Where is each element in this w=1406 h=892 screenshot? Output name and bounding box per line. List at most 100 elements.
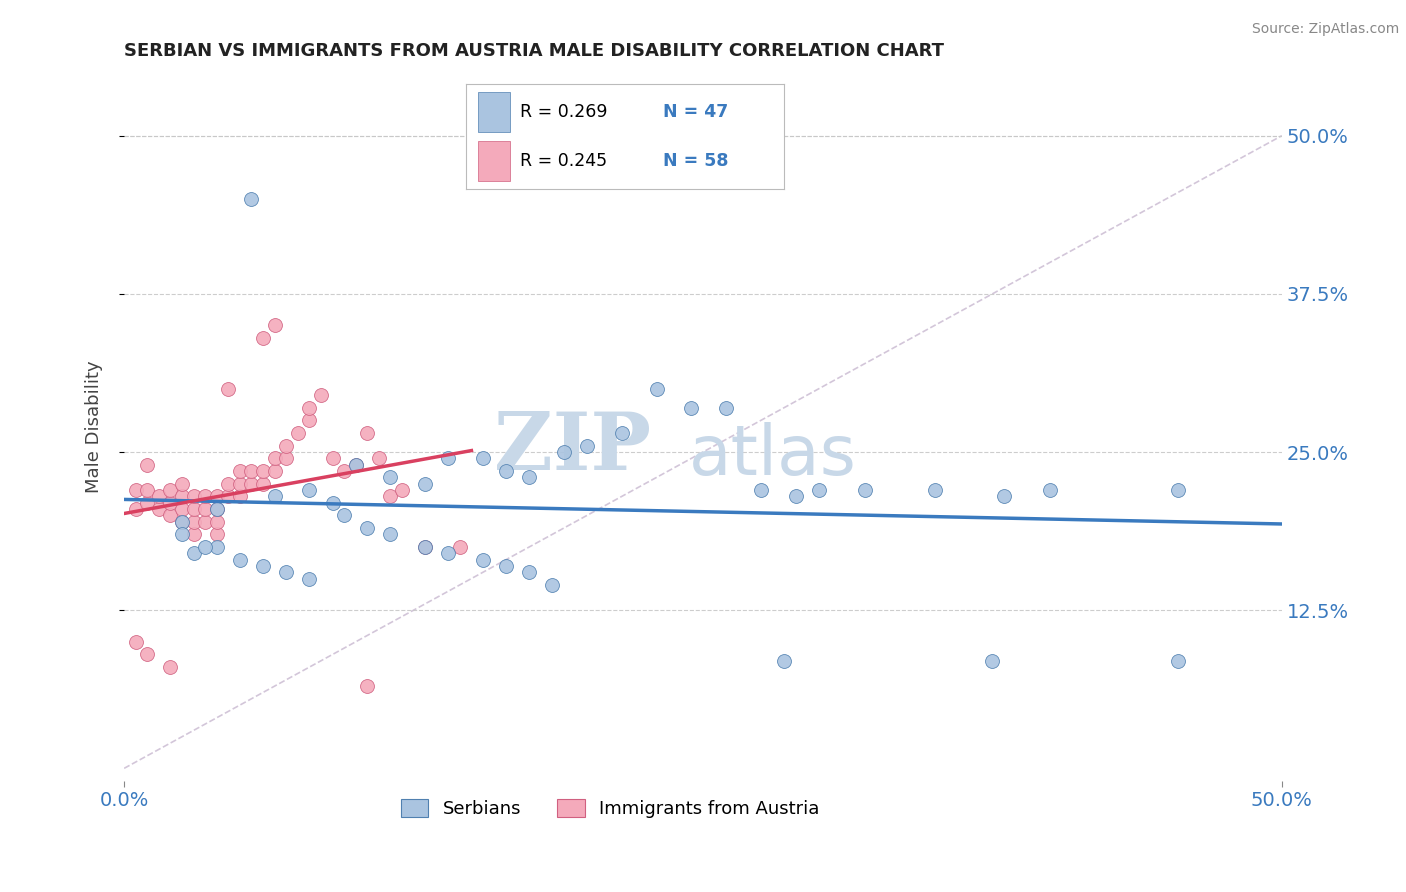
Point — [229, 464, 252, 478]
Point — [472, 552, 495, 566]
Point — [205, 515, 228, 529]
Point — [159, 483, 181, 497]
Point — [159, 508, 181, 523]
Point — [807, 483, 830, 497]
Point — [367, 451, 389, 466]
Point — [517, 566, 540, 580]
Point — [205, 489, 228, 503]
Point — [194, 489, 217, 503]
Point — [322, 451, 344, 466]
Point — [413, 540, 436, 554]
Point — [240, 192, 263, 206]
Point — [136, 495, 159, 509]
Point — [981, 654, 1004, 668]
Point — [1167, 483, 1189, 497]
Point — [773, 654, 796, 668]
Point — [263, 318, 285, 333]
Point — [437, 451, 460, 466]
Point — [380, 489, 402, 503]
Point — [136, 483, 159, 497]
Point — [263, 464, 285, 478]
Point — [252, 464, 274, 478]
Point — [356, 521, 378, 535]
Point — [298, 401, 321, 415]
Point — [391, 483, 413, 497]
Point — [333, 464, 356, 478]
Point — [449, 540, 471, 554]
Point — [309, 388, 332, 402]
Point — [356, 679, 378, 693]
Point — [183, 502, 205, 516]
Point — [413, 476, 436, 491]
Point — [276, 439, 298, 453]
Point — [472, 451, 495, 466]
Text: Source: ZipAtlas.com: Source: ZipAtlas.com — [1251, 22, 1399, 37]
Point — [217, 476, 239, 491]
Point — [993, 489, 1015, 503]
Text: SERBIAN VS IMMIGRANTS FROM AUSTRIA MALE DISABILITY CORRELATION CHART: SERBIAN VS IMMIGRANTS FROM AUSTRIA MALE … — [124, 42, 945, 60]
Point — [205, 527, 228, 541]
Point — [229, 489, 252, 503]
Point — [205, 502, 228, 516]
Text: atlas: atlas — [689, 422, 856, 489]
Point — [136, 648, 159, 662]
Point — [194, 515, 217, 529]
Point — [298, 572, 321, 586]
Point — [541, 578, 564, 592]
Point — [170, 502, 193, 516]
Point — [924, 483, 946, 497]
Text: ZIP: ZIP — [494, 409, 651, 487]
Point — [380, 527, 402, 541]
Point — [170, 527, 193, 541]
Point — [229, 476, 252, 491]
Point — [217, 489, 239, 503]
Point — [344, 458, 367, 472]
Point — [183, 527, 205, 541]
Point — [298, 413, 321, 427]
Point — [148, 502, 170, 516]
Point — [344, 458, 367, 472]
Point — [252, 558, 274, 573]
Point — [714, 401, 737, 415]
Point — [183, 546, 205, 560]
Point — [380, 470, 402, 484]
Point — [194, 540, 217, 554]
Point — [333, 508, 356, 523]
Point — [263, 451, 285, 466]
Point — [125, 502, 148, 516]
Point — [170, 476, 193, 491]
Point — [240, 464, 263, 478]
Point — [298, 483, 321, 497]
Point — [322, 495, 344, 509]
Point — [785, 489, 807, 503]
Point — [240, 476, 263, 491]
Point — [148, 489, 170, 503]
Point — [252, 476, 274, 491]
Point — [495, 558, 517, 573]
Point — [183, 515, 205, 529]
Point — [194, 502, 217, 516]
Point — [125, 483, 148, 497]
Point — [517, 470, 540, 484]
Point — [170, 489, 193, 503]
Point — [252, 331, 274, 345]
Point — [610, 425, 633, 440]
Point — [1167, 654, 1189, 668]
Point — [183, 489, 205, 503]
Point — [136, 458, 159, 472]
Y-axis label: Male Disability: Male Disability — [86, 360, 103, 493]
Point — [645, 382, 668, 396]
Point — [276, 566, 298, 580]
Point — [217, 382, 239, 396]
Point — [287, 425, 309, 440]
Legend: Serbians, Immigrants from Austria: Serbians, Immigrants from Austria — [394, 791, 827, 825]
Point — [437, 546, 460, 560]
Point — [276, 451, 298, 466]
Point — [413, 540, 436, 554]
Point — [553, 445, 575, 459]
Point — [159, 495, 181, 509]
Point — [749, 483, 772, 497]
Point — [125, 635, 148, 649]
Point — [853, 483, 876, 497]
Point — [170, 515, 193, 529]
